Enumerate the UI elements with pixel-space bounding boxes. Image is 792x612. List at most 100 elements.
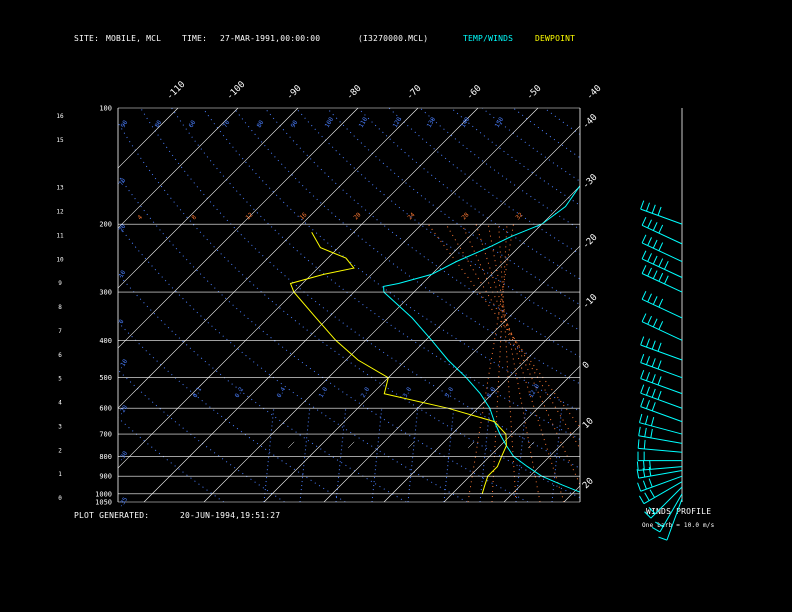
dry-adiabat [450,108,580,206]
height-tick: 9 [58,280,62,287]
pressure-label: 200 [99,221,112,229]
isotherm [143,108,539,502]
wind-barb-flag [657,342,662,352]
height-tick: 11 [56,232,64,239]
wind-barb-flag [642,480,647,490]
wind-barb-flag [651,358,656,368]
wind-barb-staff [640,406,683,423]
dry-adiabat-label: 90 [120,119,130,129]
dry-adiabat-label: 70 [222,119,232,129]
height-tick: 1 [58,471,62,478]
temp-label-top: -100 [225,80,247,102]
wind-barb-flag [647,219,652,229]
moist-adiabat-label: 16 [298,211,308,221]
mixing-ratio-label: 0.1 [192,386,204,399]
wind-barb-flag [640,369,645,379]
temp-label-right: -20 [581,233,600,252]
isotherm [118,108,419,409]
wind-barb-flag [651,340,656,350]
isotherm-tick [588,442,594,448]
isotherm-tick [437,441,445,449]
isotherm-tick [317,441,325,449]
isotherm-tick [377,441,385,449]
wind-barb-flag [652,255,658,265]
moist-adiabat-label: 24 [406,211,416,221]
wind-barb-flag [647,267,652,277]
wind-barb-flag [639,413,643,423]
wind-barb-flag [658,321,664,330]
wind-barb-staff [639,422,683,435]
wind-barb-flag [640,354,645,363]
pressure-label: 1000 [95,490,112,498]
temp-label-top: -50 [525,84,544,103]
wind-barb-flag [651,204,656,214]
temp-label-right: 20 [581,476,596,491]
time-value: 27-MAR-1991,00:00:00 [220,34,321,43]
wind-barb-flag [643,460,645,470]
height-tick: 12 [56,209,64,216]
generated-value: 20-JUN-1994,19:51:27 [180,511,281,520]
mixing-ratio-line [515,408,527,502]
pressure-label: 400 [99,337,112,345]
height-tick: 7 [58,328,62,335]
wind-barb-staff [638,469,683,479]
wind-barb-flag [655,521,664,528]
wind-barb-flag [652,222,658,231]
wind-barb-flag [657,376,662,386]
dry-adiabat [140,108,580,469]
wind-barb-flag [645,356,650,365]
isotherm [118,108,299,289]
height-tick: 16 [56,113,64,120]
dry-adiabat-label: 60 [188,119,198,129]
wind-barb-flag [657,360,662,370]
pressure-label: 700 [99,431,112,439]
isotherm-tick [527,441,535,449]
dry-adiabat [118,369,285,502]
isotherm [118,108,359,349]
wind-barb-staff [640,344,683,361]
mixing-ratio-line [551,408,563,502]
temp-label-right: 0 [581,360,592,371]
temp-label-right: 10 [581,416,596,431]
moist-adiabat-label: 32 [514,211,524,221]
wind-barb-flag [638,426,641,436]
wind-barb-flag [658,242,664,251]
isotherm-tick [648,442,654,448]
wind-barb-flag [640,336,645,346]
temp-label-top: -70 [405,84,424,103]
wind-barb-flag [640,200,645,210]
wind-barb-flag [657,206,662,216]
isotherm-tick [287,441,295,449]
isotherm-tick [618,442,624,448]
wind-barb-staff [641,273,683,293]
mixing-ratio-line [299,408,311,502]
wind-barb-flag [641,265,647,274]
wind-barb-flag [648,507,656,515]
moist-adiabat [467,224,514,502]
height-tick: 13 [56,185,64,192]
wind-barb-flag [658,224,664,234]
mixing-ratio-line [407,408,419,502]
site-value: MOBILE, MCL [106,34,162,43]
wind-barb-staff [659,493,683,533]
mixing-ratio-label: 0.2 [234,386,246,399]
mixing-ratio-line [263,408,275,502]
dry-adiabat-label: 120 [392,116,404,129]
wind-barb-flag [648,478,653,488]
wind-barb-flag [652,296,658,305]
wind-barb-staff [641,242,683,262]
wind-barb-flag [636,469,640,479]
dry-adiabat-label: 150 [494,116,506,129]
height-tick: 15 [56,137,64,144]
temp-label-top: -80 [345,84,364,103]
dry-adiabat-label: 140 [460,116,472,129]
wind-barb-flag [652,318,658,328]
wind-barb-flag [640,397,645,407]
temp-label-top: -60 [465,84,484,103]
wind-barb-flag [641,216,647,226]
dry-adiabat [171,108,580,441]
isotherm-tick [257,441,265,449]
wind-barb-staff [640,475,683,492]
dry-adiabat-label-left: 70 [118,177,128,187]
wind-barb-flag [644,492,650,501]
